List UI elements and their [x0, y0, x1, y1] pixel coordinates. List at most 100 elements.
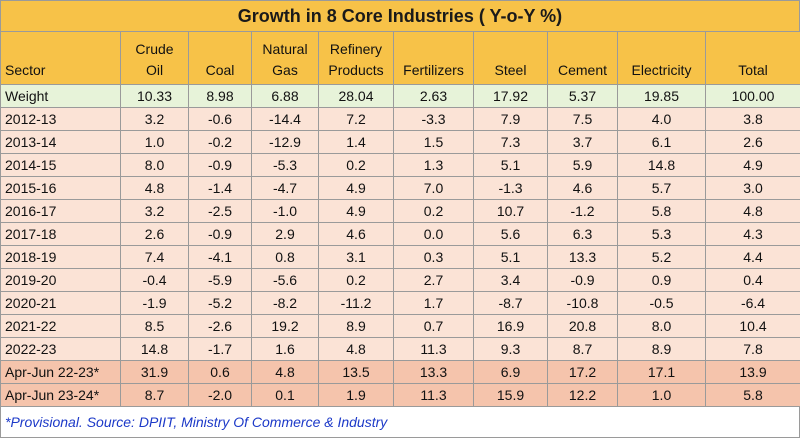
cell-fertilizers: 0.7 — [393, 314, 474, 338]
cell-total: 3.8 — [705, 107, 800, 131]
cell-total: 4.8 — [705, 199, 800, 223]
cell-crude-oil: 10.33 — [120, 84, 189, 108]
cell-steel: 3.4 — [473, 268, 548, 292]
cell-refinery-products: 4.6 — [318, 222, 394, 246]
cell-electricity: 8.0 — [617, 314, 706, 338]
cell-cement: 13.3 — [547, 245, 618, 269]
column-header-line: Cement — [557, 62, 608, 78]
cell-steel: 17.92 — [473, 84, 548, 108]
cell-crude-oil: 3.2 — [120, 107, 189, 131]
table-title: Growth in 8 Core Industries ( Y-o-Y %) — [0, 0, 800, 31]
cell-steel: 5.6 — [473, 222, 548, 246]
cell-refinery-products: 4.9 — [318, 199, 394, 223]
cell-refinery-products: 28.04 — [318, 84, 394, 108]
cell-natural-gas: 6.88 — [251, 84, 319, 108]
cell-total: 13.9 — [705, 360, 800, 384]
table-row: 2012-13 3.2 -0.6 -14.4 7.2 -3.3 7.9 7.5 4.0 3.8 — [0, 107, 800, 131]
cell-total: 10.4 — [705, 314, 800, 338]
column-header-line: Fertilizers — [403, 62, 464, 78]
cell-electricity: 5.2 — [617, 245, 706, 269]
column-header-line: Oil — [145, 62, 164, 78]
cell-crude-oil: 8.7 — [120, 383, 189, 407]
cell-refinery-products: 4.8 — [318, 337, 394, 361]
cell-steel: 5.1 — [473, 245, 548, 269]
cell-steel: 9.3 — [473, 337, 548, 361]
table-row: 2018-19 7.4 -4.1 0.8 3.1 0.3 5.1 13.3 5.2 4.4 — [0, 245, 800, 269]
row-label: Apr-Jun 23-24* — [0, 383, 121, 407]
column-header-sector: Sector — [0, 31, 121, 85]
cell-fertilizers: 13.3 — [393, 360, 474, 384]
cell-cement: 20.8 — [547, 314, 618, 338]
row-label: 2022-23 — [0, 337, 121, 361]
column-header-natural-gas: Natural Gas — [251, 31, 319, 85]
table-row: 2016-17 3.2 -2.5 -1.0 4.9 0.2 10.7 -1.2 5.8 4.8 — [0, 199, 800, 223]
column-header-crude-oil: Crude Oil — [120, 31, 189, 85]
cell-steel: 6.9 — [473, 360, 548, 384]
cell-coal: -1.7 — [188, 337, 252, 361]
cell-total: 4.4 — [705, 245, 800, 269]
row-label: 2013-14 — [0, 130, 121, 154]
table-row: 2021-22 8.5 -2.6 19.2 8.9 0.7 16.9 20.8 8.0 10.4 — [0, 314, 800, 338]
cell-natural-gas: -8.2 — [251, 291, 319, 315]
cell-cement: 4.6 — [547, 176, 618, 200]
cell-total: 4.9 — [705, 153, 800, 177]
cell-crude-oil: 8.5 — [120, 314, 189, 338]
cell-natural-gas: -5.3 — [251, 153, 319, 177]
cell-steel: 5.1 — [473, 153, 548, 177]
cell-coal: -0.2 — [188, 130, 252, 154]
cell-total: 4.3 — [705, 222, 800, 246]
cell-coal: 8.98 — [188, 84, 252, 108]
row-label: 2015-16 — [0, 176, 121, 200]
row-label: Apr-Jun 22-23* — [0, 360, 121, 384]
cell-crude-oil: 8.0 — [120, 153, 189, 177]
column-header-line: Natural — [262, 41, 308, 57]
table-row: 2017-18 2.6 -0.9 2.9 4.6 0.0 5.6 6.3 5.3 4.3 — [0, 222, 800, 246]
table-row: 2014-15 8.0 -0.9 -5.3 0.2 1.3 5.1 5.9 14.8 4.9 — [0, 153, 800, 177]
cell-cement: 5.37 — [547, 84, 618, 108]
cell-refinery-products: -11.2 — [318, 291, 394, 315]
table-row: 2022-23 14.8 -1.7 1.6 4.8 11.3 9.3 8.7 8.9 7.8 — [0, 337, 800, 361]
cell-total: 100.00 — [705, 84, 800, 108]
cell-fertilizers: 2.63 — [393, 84, 474, 108]
cell-natural-gas: 0.8 — [251, 245, 319, 269]
cell-electricity: 6.1 — [617, 130, 706, 154]
cell-fertilizers: 11.3 — [393, 337, 474, 361]
cell-coal: 0.6 — [188, 360, 252, 384]
cell-coal: -2.5 — [188, 199, 252, 223]
table-header: Sector Crude Oil Coal Natural Gas Refinery Prod… — [0, 31, 800, 85]
cell-crude-oil: 1.0 — [120, 130, 189, 154]
cell-cement: 8.7 — [547, 337, 618, 361]
cell-coal: -0.9 — [188, 222, 252, 246]
cell-cement: 6.3 — [547, 222, 618, 246]
cell-refinery-products: 0.2 — [318, 268, 394, 292]
column-header-line: Products — [328, 62, 384, 78]
cell-fertilizers: 11.3 — [393, 383, 474, 407]
table-row: Weight 10.33 8.98 6.88 28.04 2.63 17.92 5.37 19.… — [0, 84, 800, 108]
cell-steel: 10.7 — [473, 199, 548, 223]
cell-cement: -1.2 — [547, 199, 618, 223]
cell-coal: -2.6 — [188, 314, 252, 338]
cell-crude-oil: 4.8 — [120, 176, 189, 200]
cell-fertilizers: 0.3 — [393, 245, 474, 269]
cell-refinery-products: 8.9 — [318, 314, 394, 338]
cell-electricity: 8.9 — [617, 337, 706, 361]
row-label: Weight — [0, 84, 121, 108]
column-header-line: Electricity — [631, 62, 692, 78]
cell-crude-oil: 2.6 — [120, 222, 189, 246]
cell-steel: 7.9 — [473, 107, 548, 131]
cell-coal: -0.9 — [188, 153, 252, 177]
cell-steel: 16.9 — [473, 314, 548, 338]
cell-fertilizers: 1.3 — [393, 153, 474, 177]
cell-refinery-products: 3.1 — [318, 245, 394, 269]
cell-steel: -1.3 — [473, 176, 548, 200]
row-label: 2012-13 — [0, 107, 121, 131]
cell-total: -6.4 — [705, 291, 800, 315]
table-row: 2019-20 -0.4 -5.9 -5.6 0.2 2.7 3.4 -0.9 0.9 0.4 — [0, 268, 800, 292]
cell-cement: 12.2 — [547, 383, 618, 407]
column-header-line: Gas — [272, 62, 298, 78]
cell-fertilizers: 1.7 — [393, 291, 474, 315]
row-label: 2020-21 — [0, 291, 121, 315]
column-header-total: Total — [705, 31, 800, 85]
cell-crude-oil: 3.2 — [120, 199, 189, 223]
